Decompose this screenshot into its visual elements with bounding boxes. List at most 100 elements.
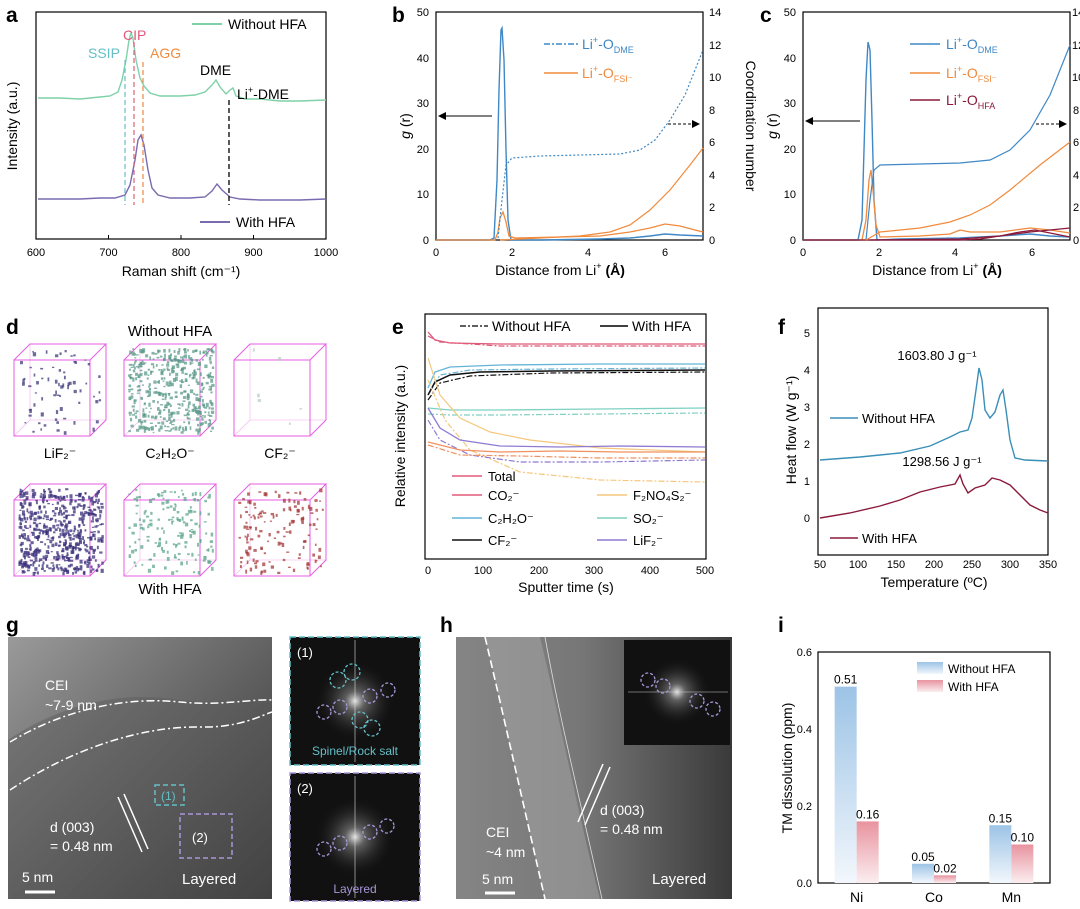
- svg-text:100: 100: [474, 565, 492, 577]
- panel-g-region1-box: [154, 784, 185, 806]
- bar-value-label: 0.16: [856, 807, 880, 821]
- svg-text:30: 30: [417, 98, 429, 110]
- svg-text:8: 8: [1073, 105, 1079, 117]
- panel-b-right-ticks: 0 2 4 6 8 10 12 14: [709, 7, 721, 247]
- bar-co-with: [934, 875, 956, 883]
- svg-text:8: 8: [709, 105, 715, 117]
- panel-a-cip-label: CIP: [123, 27, 146, 43]
- svg-text:5: 5: [804, 328, 810, 340]
- svg-text:4: 4: [1073, 170, 1079, 182]
- svg-text:SO₂⁻: SO₂⁻: [633, 511, 664, 526]
- svg-text:10: 10: [709, 72, 721, 84]
- panel-c-legend-dme: Li+-ODME: [946, 35, 998, 55]
- svg-text:800: 800: [172, 247, 190, 259]
- panel-h-dspacing-1: d (003): [600, 802, 644, 818]
- bar-mn-with: [1011, 844, 1034, 883]
- bar-value-label: 0.10: [1011, 831, 1035, 845]
- panel-f-yticks: 0 1 2 3 4 5: [804, 328, 810, 525]
- svg-text:LiF₂⁻: LiF₂⁻: [633, 533, 663, 548]
- panel-f-series-with: [819, 473, 1049, 519]
- svg-text:20: 20: [784, 144, 796, 156]
- panel-g-fft2-phase: Layered: [333, 882, 376, 896]
- panel-f-ylabel: Heat flow (W g⁻¹): [783, 376, 799, 485]
- svg-text:12: 12: [1072, 40, 1080, 52]
- svg-text:2: 2: [709, 202, 715, 214]
- panel-e-so2-without: [427, 412, 706, 416]
- svg-text:0: 0: [709, 235, 715, 247]
- svg-text:0: 0: [425, 565, 431, 577]
- panel-c-left-ticks: 0 10 20 30 40 50: [784, 7, 796, 247]
- svg-text:40: 40: [784, 53, 796, 65]
- panel-g-region2-box: [179, 813, 233, 859]
- panel-g-fft1-label: (1): [297, 645, 313, 660]
- panel-a-legend-with: With HFA: [236, 214, 296, 230]
- svg-text:250: 250: [963, 559, 981, 571]
- svg-text:14: 14: [709, 7, 721, 19]
- panel-f-dsc: 0 1 2 3 4 5 50 100 150 200 250 300 350 T…: [783, 307, 1057, 590]
- svg-text:200: 200: [925, 559, 943, 571]
- svg-text:Total: Total: [488, 469, 516, 484]
- svg-text:14: 14: [1072, 7, 1080, 19]
- panel-f-frame: [817, 307, 1049, 556]
- panel-e-total-with: [427, 331, 705, 345]
- panel-label-i: i: [778, 614, 784, 637]
- svg-text:100: 100: [849, 559, 867, 571]
- panel-a-xticks: 600 700 800 900 1000: [27, 235, 338, 259]
- panel-i-legend-with-swatch: [917, 680, 943, 692]
- panel-h-cei-thickness: ~4 nm: [486, 844, 525, 860]
- panel-f-enthalpy-without: 1603.80 J g⁻¹: [897, 348, 977, 363]
- panel-b-fsi-cn: [499, 147, 704, 241]
- panel-c-fsi-cn: [865, 141, 1071, 241]
- panel-e-c2h2o-with: [427, 441, 705, 453]
- panel-g-cei-bottom-line: [9, 711, 273, 791]
- svg-text:2: 2: [876, 247, 882, 259]
- panel-h-cei-line: [484, 636, 546, 900]
- svg-text:CF₂⁻: CF₂⁻: [488, 533, 517, 548]
- svg-text:3: 3: [804, 402, 810, 414]
- svg-text:20: 20: [417, 144, 429, 156]
- panel-a-series-with: [38, 133, 327, 201]
- panel-b-fsi-rdf: [436, 210, 704, 241]
- panel-d-label-lif2: LiF₂⁻: [44, 445, 76, 461]
- panel-a-ssip-label: SSIP: [88, 45, 120, 61]
- panel-g-fft2-label: (2): [297, 781, 313, 796]
- panel-f-series-without: [819, 367, 1049, 462]
- svg-text:6: 6: [1029, 247, 1035, 259]
- panel-e-lif2-without: [427, 419, 706, 463]
- panel-e-lif2-with: [427, 407, 706, 448]
- svg-text:10: 10: [1072, 72, 1080, 84]
- svg-text:0: 0: [423, 235, 429, 247]
- panel-d-title-bottom: With HFA: [138, 581, 201, 598]
- panel-g-scale-label: 5 nm: [22, 869, 53, 885]
- panel-d-tof-sims-3d: Without HFA With HFA LiF₂⁻ C₂H₂O⁻ CF₂⁻: [13, 323, 328, 598]
- svg-text:C₂H₂O⁻: C₂H₂O⁻: [488, 511, 534, 526]
- panel-c-ylabel: g (r): [764, 113, 780, 139]
- panel-label-d: d: [6, 316, 19, 339]
- svg-text:900: 900: [244, 247, 262, 259]
- svg-text:50: 50: [784, 7, 796, 19]
- panel-g-fft1-spots: [316, 663, 396, 737]
- panel-f-xlabel: Temperature (ºC): [880, 574, 987, 590]
- panel-h-dspacing-2: = 0.48 nm: [600, 821, 663, 837]
- panel-b-ylabel-right: Coordination number: [743, 61, 759, 192]
- bar-ni-with: [856, 821, 879, 883]
- panel-b-ylabel: g (r): [397, 113, 413, 139]
- panel-b-right-arrow-head: [692, 120, 700, 128]
- panel-c-legend-hfa: Li+-OHFA: [946, 91, 995, 111]
- panel-b-left-arrow-head: [438, 112, 446, 120]
- panel-a-ylabel: Intensity (a.u.): [4, 82, 20, 171]
- svg-text:2: 2: [804, 439, 810, 451]
- svg-text:0: 0: [804, 513, 810, 525]
- svg-text:0.6: 0.6: [797, 647, 812, 659]
- panel-f-enthalpy-with: 1298.56 J g⁻¹: [902, 454, 982, 469]
- panel-b-left-ticks: 0 10 20 30 40 50: [417, 7, 429, 247]
- panel-f-label-with: With HFA: [862, 531, 917, 546]
- panel-d-title-top: Without HFA: [128, 323, 212, 340]
- panel-c-hfa-rdf: [803, 229, 1071, 241]
- svg-text:1000: 1000: [314, 247, 338, 259]
- panel-label-b: b: [392, 4, 405, 27]
- svg-text:6: 6: [662, 247, 668, 259]
- svg-text:CO₂⁻: CO₂⁻: [488, 488, 519, 503]
- panel-b-frame: [435, 11, 704, 241]
- bar-co-without: [912, 863, 934, 883]
